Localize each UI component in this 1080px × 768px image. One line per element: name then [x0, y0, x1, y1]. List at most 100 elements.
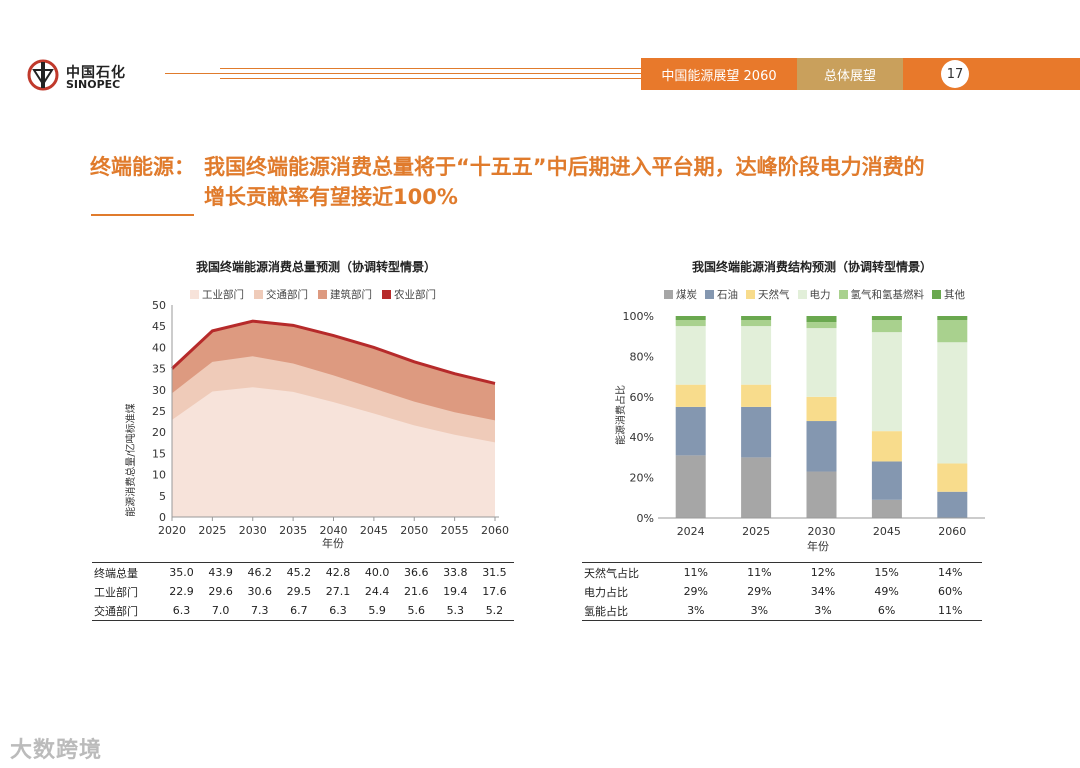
bar-segment-天然气-2045	[871, 431, 902, 462]
bar-segment-氢气和氢基燃料-2060	[937, 320, 968, 343]
bar-segment-天然气-2025	[741, 384, 772, 407]
bar-segment-其他-2024	[675, 316, 706, 321]
header-rule	[220, 78, 641, 79]
right-x-tick: 2060	[938, 525, 966, 538]
left-x-tick: 2025	[198, 524, 226, 537]
bar-segment-其他-2045	[871, 316, 902, 321]
table-cell: 14%	[918, 562, 982, 582]
bar-segment-其他-2060	[937, 316, 968, 321]
table-cell: 36.6	[396, 562, 436, 582]
title-line-2: 增长贡献率有望接近100%	[204, 185, 458, 209]
right-x-tick: 2045	[873, 525, 901, 538]
table-cell: 43.9	[201, 562, 241, 582]
legend-item-hydrogen: 氢气和氢基燃料	[838, 287, 924, 302]
left-chart-legend: 工业部门 交通部门 建筑部门 农业部门	[190, 287, 436, 302]
table-row: 终端总量 35.0 43.9 46.2 45.2 42.8 40.0 36.6 33.8 31.5	[92, 562, 514, 582]
table-cell: 46.2	[240, 562, 280, 582]
table-cell: 3%	[791, 601, 855, 621]
table-cell: 11%	[918, 601, 982, 621]
table-cell: 21.6	[403, 585, 429, 598]
bar-segment-石油-2045	[871, 461, 902, 500]
table-cell: 12%	[791, 562, 855, 582]
right-y-tick: 80%	[630, 350, 654, 363]
bar-segment-电力-2024	[675, 326, 706, 385]
table-cell: 5.2	[474, 601, 514, 621]
table-cell: 5.3	[435, 601, 475, 621]
left-y-tick: 45	[152, 320, 166, 333]
table-cell: 34%	[810, 585, 836, 598]
table-cell: 29.6	[208, 585, 233, 598]
table-cell: 33.8	[435, 562, 475, 582]
left-y-tick: 10	[152, 469, 166, 482]
left-x-tick: 2060	[481, 524, 509, 537]
right-data-table: 天然气占比 11% 11% 12% 15% 14% 电力占比 29% 29% 34% 49% 60% 氢…	[582, 562, 982, 621]
table-cell: 40.0	[357, 562, 397, 582]
table-cell: 11%	[727, 562, 792, 582]
right-chart-legend: 煤炭 石油 天然气 电力 氢气和氢基燃料 其他	[664, 287, 965, 302]
left-x-tick: 2050	[400, 524, 428, 537]
table-cell: 5.6	[396, 601, 436, 621]
legend-item-oil: 石油	[705, 287, 738, 302]
page-number: 17	[941, 60, 969, 88]
table-cell: 60%	[937, 585, 963, 598]
right-x-tick: 2025	[742, 525, 770, 538]
left-y-tick: 40	[152, 341, 166, 354]
bar-segment-石油-2030	[806, 421, 837, 472]
legend-item-industry: 工业部门	[190, 287, 244, 302]
right-y-axis-label: 能源消费占比	[614, 385, 627, 445]
left-x-axis-label: 年份	[322, 536, 344, 550]
bar-segment-其他-2025	[741, 316, 772, 321]
table-cell: 6.3	[162, 601, 202, 621]
report-name-tab: 中国能源展望 2060	[641, 58, 797, 90]
bar-segment-氢气和氢基燃料-2030	[806, 322, 837, 329]
bar-segment-电力-2030	[806, 328, 837, 397]
table-cell: 30.6	[247, 585, 273, 598]
row-label: 天然气占比	[582, 562, 664, 582]
table-cell: 29%	[683, 585, 709, 598]
bar-segment-煤炭-2030	[806, 471, 837, 518]
table-cell: 15%	[854, 562, 919, 582]
bar-segment-煤炭-2045	[871, 499, 902, 518]
right-y-tick: 0%	[637, 512, 654, 525]
right-y-tick: 40%	[630, 431, 654, 444]
left-x-tick: 2045	[360, 524, 388, 537]
right-stacked-bar-chart: 0% 20% 40% 60% 80% 100% 2024 2025 2030 2045 2060 能…	[614, 310, 985, 553]
left-y-tick: 30	[152, 384, 166, 397]
table-cell: 24.4	[364, 585, 390, 598]
area-top-line	[170, 319, 496, 385]
bar-segment-电力-2025	[741, 326, 772, 385]
area-工业部门	[172, 387, 495, 517]
bar-segment-氢气和氢基燃料-2025	[741, 320, 772, 327]
bar-segment-天然气-2060	[937, 463, 968, 492]
header-rule	[165, 73, 641, 74]
bar-segment-石油-2060	[937, 491, 968, 518]
table-cell: 7.3	[240, 601, 280, 621]
table-cell: 6.7	[279, 601, 319, 621]
right-y-tick: 100%	[623, 310, 654, 323]
bar-segment-其他-2030	[806, 316, 837, 323]
left-y-tick: 25	[152, 405, 166, 418]
table-cell: 49%	[874, 585, 899, 598]
legend-item-building: 建筑部门	[318, 287, 372, 302]
table-cell: 35.0	[162, 562, 202, 582]
left-y-tick: 15	[152, 447, 166, 460]
watermark: 大数跨境	[10, 738, 103, 763]
sinopec-logo-icon	[26, 58, 60, 92]
title-underline	[91, 214, 194, 216]
table-row: 天然气占比 11% 11% 12% 15% 14%	[582, 562, 982, 582]
left-y-tick: 5	[159, 490, 166, 503]
table-cell: 6.3	[318, 601, 358, 621]
table-cell: 29%	[747, 585, 772, 598]
legend-item-transport: 交通部门	[254, 287, 308, 302]
table-cell: 19.4	[443, 585, 468, 598]
bar-segment-氢气和氢基燃料-2045	[871, 320, 902, 333]
left-x-tick: 2020	[158, 524, 186, 537]
logo-text-cn: 中国石化	[66, 65, 126, 81]
table-cell: 22.9	[169, 585, 194, 598]
table-row: 氢能占比 3% 3% 3% 6% 11%	[582, 601, 982, 621]
table-row: 工业部门 22.9 29.6 30.6 29.5 27.1 24.4 21.6 19.4 17.6	[92, 582, 514, 601]
bar-segment-天然气-2024	[675, 384, 706, 407]
page-bar	[903, 58, 1080, 90]
right-x-axis-label: 年份	[807, 539, 829, 553]
